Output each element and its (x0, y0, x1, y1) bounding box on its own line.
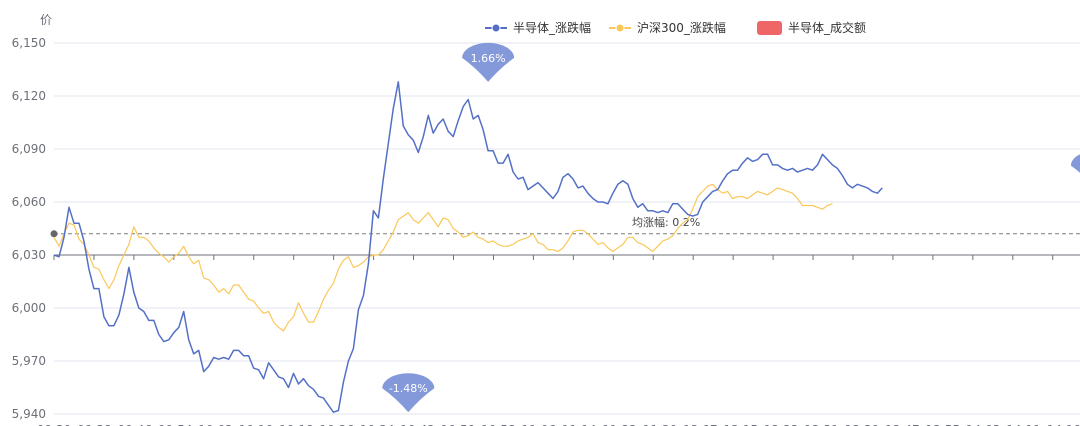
x-tick-label: 10:02 (198, 423, 233, 426)
marker-pin: 0.63% (1070, 154, 1080, 173)
x-tick-label: 14:03 (966, 423, 1001, 426)
x-tick-label: 13:55 (926, 423, 961, 426)
series-line-semiconductor (53, 81, 883, 413)
x-tick-label: 13:15 (724, 423, 759, 426)
x-tick-label: 13:39 (845, 423, 880, 426)
start-point-dot (50, 230, 58, 238)
marker-pin-shape (382, 373, 435, 413)
x-tick-label: 10:34 (360, 423, 395, 426)
x-tick-label: 09:30 (37, 423, 72, 426)
legend-item[interactable]: 半导体_涨跌幅 (485, 20, 591, 35)
legend-item[interactable]: 沪深300_涨跌幅 (609, 20, 726, 35)
x-tick-label: 11:22 (602, 423, 637, 426)
x-tick-label: 14:19 (1047, 423, 1080, 426)
x-tick-label: 10:10 (239, 423, 274, 426)
marker-pin-label: 1.66% (471, 52, 506, 65)
legend-item[interactable]: 半导体_成交额 (757, 20, 866, 35)
marker-pin-label: -1.48% (389, 382, 428, 395)
markers: 1.66% -1.48% 0.63% (382, 42, 1080, 413)
legend-dot-icon (615, 23, 625, 33)
y-tick-label: 6,030 (12, 248, 46, 262)
y-tick-label: 6,120 (12, 89, 46, 103)
legend-label: 沪深300_涨跌幅 (637, 20, 726, 35)
y-tick-label: 6,090 (12, 142, 46, 156)
grid-lines (54, 42, 1080, 415)
y-tick-label: 6,000 (12, 301, 46, 315)
x-tick-label: 09:38 (77, 423, 112, 426)
x-tick-label: 11:06 (522, 423, 557, 426)
x-tick-label: 10:26 (320, 423, 355, 426)
series-lines (53, 81, 883, 413)
x-tick-label: 09:54 (158, 423, 193, 426)
legend-label: 半导体_涨跌幅 (513, 20, 591, 35)
x-tick-label: 10:42 (400, 423, 435, 426)
legend[interactable]: 半导体_涨跌幅 沪深300_涨跌幅 半导体_成交额 (485, 20, 866, 35)
average-line-label: 均涨幅: 0.2% (632, 216, 700, 229)
average-line: 均涨幅: 0.2% (50, 216, 1080, 238)
legend-rect-icon (757, 21, 782, 35)
x-tick-label: 09:46 (118, 423, 153, 426)
x-tick-label: 11:14 (562, 423, 597, 426)
marker-pin-shape (462, 42, 515, 82)
x-tick-label: 13:47 (885, 423, 920, 426)
marker-pin-shape (1070, 154, 1080, 173)
y-axis: 价 6,150 6,120 6,090 6,060 6,030 6,000 5,970 5,9… (12, 13, 52, 421)
x-tick-label: 13:23 (764, 423, 799, 426)
y-axis-label: 价 (40, 13, 52, 27)
y-tick-label: 6,060 (12, 195, 46, 209)
y-tick-label: 6,150 (12, 36, 46, 50)
x-tick-label: 14:11 (1006, 423, 1041, 426)
x-axis: 09:30 09:38 09:46 09:54 10:02 10:10 10:18 10:26… (37, 254, 1080, 426)
x-tick-label: 10:18 (279, 423, 314, 426)
x-tick-label: 13:07 (683, 423, 718, 426)
marker-pin: 1.66% (462, 42, 515, 82)
series-line-csi300 (53, 183, 833, 332)
y-tick-label: 5,970 (12, 354, 46, 368)
x-tick-label: 10:50 (441, 423, 476, 426)
legend-dot-icon (491, 23, 501, 33)
legend-label: 半导体_成交额 (788, 20, 866, 35)
marker-pin: -1.48% (382, 373, 435, 413)
x-tick-label: 10:58 (481, 423, 516, 426)
y-tick-label: 5,940 (12, 407, 46, 421)
x-tick-label: 11:30 (643, 423, 678, 426)
x-tick-label: 13:31 (804, 423, 839, 426)
